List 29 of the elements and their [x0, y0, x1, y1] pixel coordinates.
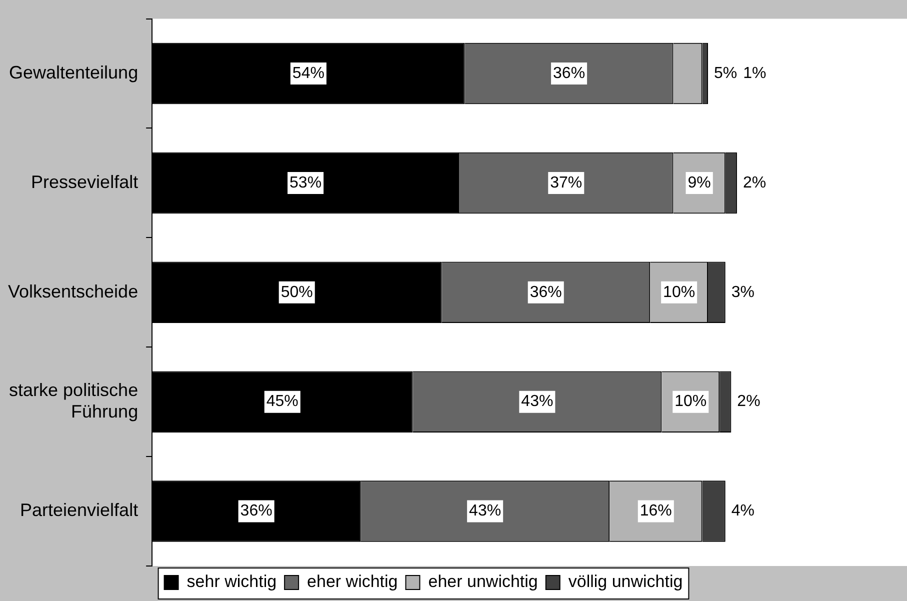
- legend-label: völlig unwichtig: [568, 572, 683, 592]
- data-label: 36%: [240, 502, 272, 520]
- data-label: 9%: [688, 174, 711, 192]
- y-tick-label: Pressevielfalt: [31, 172, 138, 192]
- data-label: 5%: [714, 64, 738, 82]
- data-label: 16%: [640, 502, 672, 520]
- data-label: 10%: [663, 284, 696, 301]
- data-label: 37%: [550, 174, 582, 192]
- y-tick-label: Parteienvielfalt: [20, 500, 138, 520]
- data-label: 53%: [290, 174, 322, 192]
- legend-label: eher wichtig: [307, 572, 398, 592]
- y-tick-label: Volksentscheide: [8, 281, 138, 302]
- legend-label: sehr wichtig: [186, 572, 277, 592]
- data-label: 45%: [266, 393, 298, 410]
- y-tick-label: starke politische Führung: [9, 380, 138, 422]
- data-label: 2%: [737, 393, 760, 410]
- data-label: 2%: [742, 174, 766, 192]
- data-label: 50%: [280, 284, 313, 301]
- data-label: 43%: [469, 502, 502, 520]
- y-tick-label: Gewaltenteilung: [8, 62, 138, 82]
- data-label: 36%: [553, 64, 586, 82]
- data-label: 10%: [674, 393, 707, 410]
- data-label: 54%: [292, 64, 324, 82]
- data-label: 1%: [743, 64, 766, 82]
- data-label: 36%: [530, 284, 562, 301]
- data-label: 3%: [731, 284, 755, 301]
- legend-label: eher unwichtig: [428, 572, 538, 592]
- data-label: 43%: [521, 393, 554, 410]
- data-label: 4%: [731, 502, 755, 520]
